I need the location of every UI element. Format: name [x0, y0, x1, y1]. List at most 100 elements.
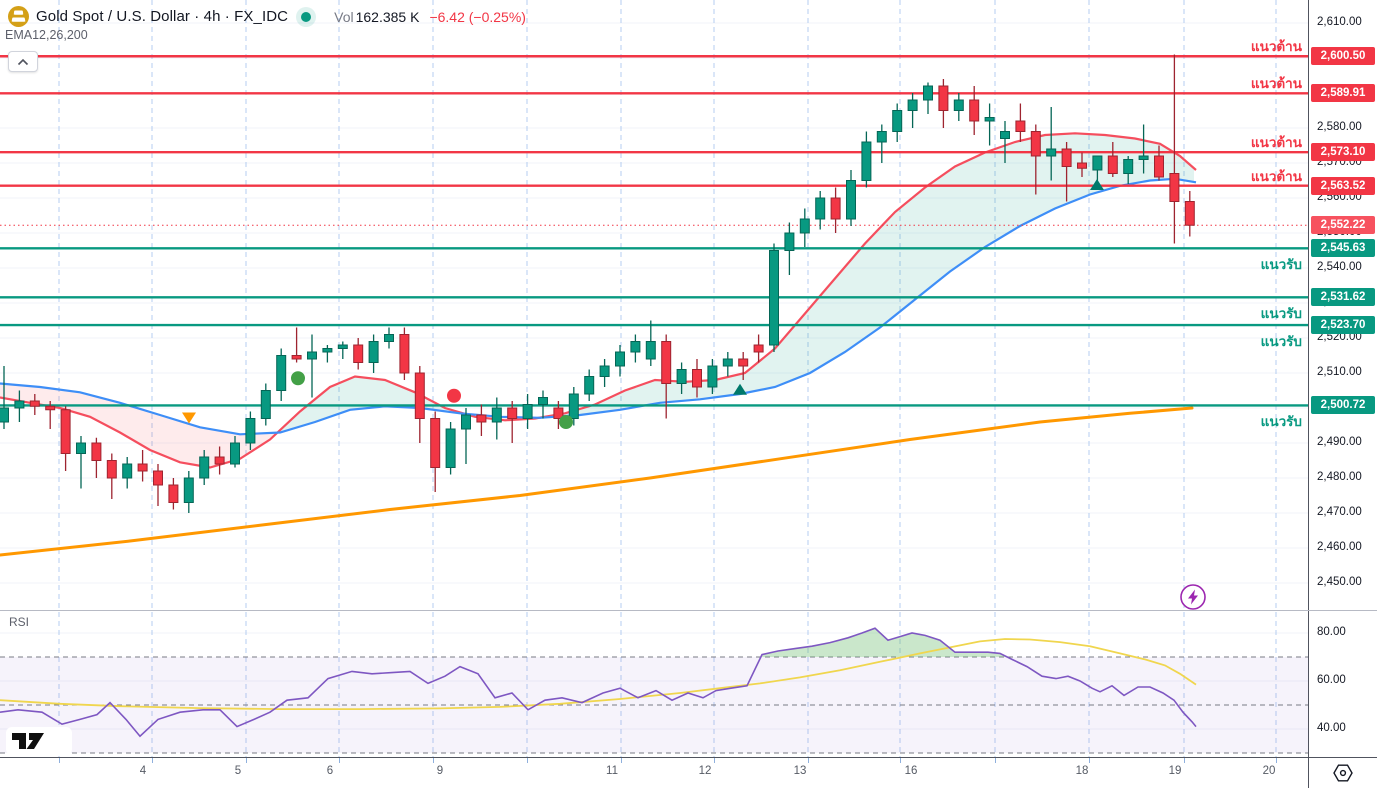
candle-down: [153, 464, 163, 506]
sell-triangle-icon: [182, 412, 196, 424]
candle-up: [630, 334, 641, 363]
candle-down: [553, 401, 564, 429]
candle-up: [584, 369, 595, 401]
time-axis-label: 9: [436, 765, 444, 777]
resistance-price-label: 2,589.91: [1311, 84, 1375, 103]
candle-down: [91, 437, 102, 478]
resistance-text-label[interactable]: แนวต้าน: [1250, 76, 1302, 92]
time-axis-label: 16: [904, 765, 918, 777]
resistance-text-label[interactable]: แนวต้าน: [1250, 135, 1302, 151]
time-axis-label: 11: [606, 765, 618, 777]
candle-down: [29, 394, 40, 415]
candle-up: [907, 93, 918, 128]
chart-canvas[interactable]: [0, 0, 1308, 757]
volume-readout: Vol 162.385 K −6.42 (−0.25%): [334, 9, 526, 25]
time-axis-tick: [59, 758, 60, 763]
gold-symbol-icon: [8, 6, 29, 27]
support-text-label[interactable]: แนวรับ: [1260, 334, 1302, 350]
rsi-tick: 80.00: [1317, 626, 1346, 638]
session-break-lines: [58, 0, 1277, 757]
signal-dot: [291, 371, 305, 386]
market-status-dot: [301, 11, 312, 22]
buy-triangle-icon: [1090, 179, 1104, 190]
price-tick: 2,480.00: [1317, 471, 1362, 483]
price-tick: 2,610.00: [1317, 16, 1362, 28]
rsi-tick: 60.00: [1317, 674, 1346, 686]
candle-up: [645, 320, 656, 366]
price-tick: 2,540.00: [1317, 261, 1362, 273]
time-axis-tick: [900, 758, 901, 763]
candle-down: [476, 404, 487, 436]
time-axis-label: 12: [698, 765, 712, 777]
candle-down: [692, 359, 702, 398]
legend-collapse-button[interactable]: [8, 51, 38, 72]
price-tick: 2,450.00: [1317, 576, 1362, 588]
candle-down: [938, 79, 949, 128]
chart-legend: Gold Spot / U.S. Dollar · 4h · FX_IDC Vo…: [8, 6, 526, 27]
candle-down: [753, 334, 764, 363]
time-axis[interactable]: 4 5 6 9 11 12 13 16 18 19 20: [0, 757, 1377, 788]
candle-down: [137, 450, 148, 482]
candle-down: [1061, 142, 1072, 202]
time-axis-tick: [339, 758, 340, 763]
timezone-settings-button[interactable]: [1332, 762, 1354, 784]
signal-dot: [559, 415, 573, 429]
candle-up: [1000, 121, 1010, 163]
time-axis-tick: [1184, 758, 1185, 763]
support-text-label[interactable]: แนวรับ: [1260, 257, 1302, 273]
candle-down: [399, 327, 410, 380]
candle-up: [322, 345, 333, 363]
candle-down: [1107, 142, 1118, 177]
current-price-label: 2,552.22: [1311, 216, 1375, 235]
candle-down: [60, 406, 71, 471]
candle-up: [861, 131, 872, 188]
support-text-label[interactable]: แนวรับ: [1260, 306, 1302, 322]
candle-up: [276, 348, 287, 401]
candle-down: [106, 453, 117, 499]
tradingview-logo[interactable]: [6, 727, 72, 755]
time-axis-label: 4: [139, 765, 147, 777]
resistance-text-label[interactable]: แนวต้าน: [1250, 39, 1302, 55]
resistance-text-label[interactable]: แนวต้าน: [1250, 168, 1302, 184]
pane-divider[interactable]: [0, 610, 1377, 611]
support-price-label: 2,531.62: [1311, 288, 1375, 307]
candle-up: [245, 411, 256, 450]
rsi-overbought-fill: [762, 628, 1006, 657]
symbol-title[interactable]: Gold Spot / U.S. Dollar · 4h · FX_IDC: [36, 8, 289, 25]
candle-up: [599, 359, 610, 387]
buy-triangle-icon: [733, 383, 747, 395]
candle-up: [707, 359, 718, 394]
time-axis-label: 18: [1075, 765, 1089, 777]
candle-down: [1030, 124, 1041, 195]
candle-up: [307, 334, 317, 398]
ema200-line: [0, 406, 1194, 557]
time-axis-tick: [152, 758, 153, 763]
candle-up: [461, 408, 471, 464]
candle-up: [846, 170, 856, 226]
candle-down: [168, 478, 179, 510]
candles-layer: [0, 54, 1195, 513]
candle-up: [676, 362, 687, 394]
candle-up: [199, 450, 210, 485]
candle-up: [14, 390, 25, 422]
change-value: −6.42 (−0.25%): [429, 8, 526, 25]
candle-down: [291, 327, 302, 363]
rsi-pane-label[interactable]: RSI: [9, 615, 30, 629]
time-axis-tick: [1089, 758, 1090, 763]
candle-down: [969, 86, 980, 135]
candle-up: [491, 397, 502, 440]
candle-down: [214, 446, 225, 475]
axis-corner-divider: [1308, 758, 1309, 788]
candle-down: [1077, 152, 1087, 177]
ema-cloud: [0, 133, 1194, 468]
ema-indicator-legend[interactable]: EMA12,26,200: [5, 28, 88, 42]
volume-label: Vol: [334, 8, 354, 25]
candle-down: [1184, 191, 1195, 237]
price-axis[interactable]: 2,610.002,600.002,590.002,580.002,570.00…: [1308, 0, 1377, 757]
price-tick: 2,510.00: [1317, 366, 1362, 378]
tradingview-logo-icon: [12, 733, 44, 749]
volume-value: 162.385 K: [355, 8, 420, 25]
flash-events-button[interactable]: [1179, 583, 1207, 611]
support-text-label[interactable]: แนวรับ: [1260, 414, 1302, 430]
